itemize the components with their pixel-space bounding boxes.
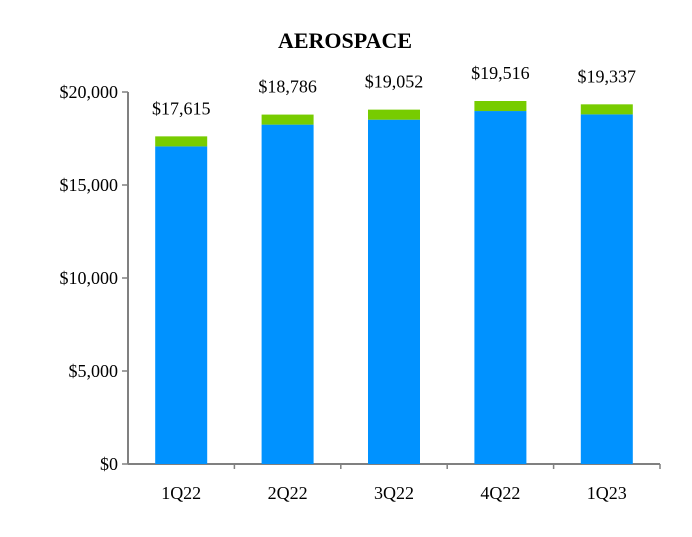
data-label: $19,516 [471, 63, 530, 83]
data-label: $19,337 [578, 66, 637, 86]
chart-title: AEROSPACE [278, 28, 412, 53]
y-tick-label: $5,000 [69, 361, 119, 381]
bar-segment [261, 114, 314, 125]
x-tick-label: 4Q22 [480, 483, 520, 503]
x-tick-label: 3Q22 [374, 483, 414, 503]
bar-segment [474, 101, 527, 112]
bar-segment [580, 114, 633, 465]
y-tick-label: $20,000 [60, 82, 119, 102]
bar-segment [155, 136, 208, 147]
y-tick-label: $10,000 [60, 268, 119, 288]
bar-segment [155, 146, 208, 464]
data-label: $17,615 [152, 98, 211, 118]
data-label: $18,786 [258, 77, 317, 97]
y-tick-label: $0 [100, 454, 118, 474]
x-tick-label: 2Q22 [268, 483, 308, 503]
x-tick-label: 1Q23 [587, 483, 627, 503]
bar-segment [474, 111, 527, 465]
bar-segment [368, 119, 420, 464]
x-tick-label: 1Q22 [161, 483, 201, 503]
y-tick-label: $15,000 [60, 175, 119, 195]
bar-segment [368, 109, 420, 120]
data-label: $19,052 [365, 72, 424, 92]
bar-segment [261, 124, 314, 465]
bar-segment [580, 104, 633, 115]
